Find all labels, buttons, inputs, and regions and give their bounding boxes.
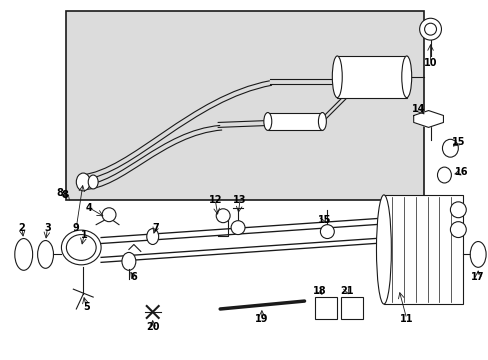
Ellipse shape bbox=[401, 56, 411, 98]
Circle shape bbox=[449, 222, 466, 238]
Circle shape bbox=[231, 221, 244, 235]
Ellipse shape bbox=[332, 56, 342, 98]
Ellipse shape bbox=[424, 23, 436, 35]
Ellipse shape bbox=[76, 173, 90, 191]
Text: 14: 14 bbox=[411, 104, 425, 113]
Ellipse shape bbox=[38, 240, 53, 268]
Text: 5: 5 bbox=[82, 302, 89, 312]
Text: 1: 1 bbox=[81, 230, 87, 239]
Text: 13: 13 bbox=[233, 195, 246, 205]
Bar bbox=[267, 113, 322, 130]
Text: 15: 15 bbox=[450, 137, 464, 147]
Ellipse shape bbox=[66, 235, 96, 260]
Text: 7: 7 bbox=[152, 222, 159, 233]
Text: 21: 21 bbox=[340, 286, 353, 296]
Ellipse shape bbox=[376, 195, 390, 304]
Text: 18: 18 bbox=[312, 286, 325, 296]
Text: 12: 12 bbox=[208, 195, 222, 205]
Text: 11: 11 bbox=[399, 314, 413, 324]
Ellipse shape bbox=[15, 239, 33, 270]
Text: 4: 4 bbox=[86, 203, 92, 213]
Bar bbox=[341, 297, 362, 319]
Bar bbox=[315, 297, 337, 319]
Text: 16: 16 bbox=[454, 167, 467, 177]
Bar bbox=[66, 11, 423, 200]
Ellipse shape bbox=[318, 113, 325, 130]
Ellipse shape bbox=[469, 242, 485, 267]
Bar bbox=[337, 56, 406, 98]
Ellipse shape bbox=[442, 139, 457, 157]
Ellipse shape bbox=[88, 175, 98, 189]
Circle shape bbox=[320, 225, 334, 239]
Ellipse shape bbox=[61, 230, 101, 265]
Text: 10: 10 bbox=[423, 58, 436, 68]
Text: 9: 9 bbox=[73, 222, 80, 233]
Polygon shape bbox=[413, 111, 443, 127]
Ellipse shape bbox=[437, 167, 450, 183]
Text: 20: 20 bbox=[145, 322, 159, 332]
Ellipse shape bbox=[264, 113, 271, 130]
Bar bbox=[383, 195, 462, 304]
Ellipse shape bbox=[419, 18, 441, 40]
Text: 19: 19 bbox=[255, 314, 268, 324]
Text: 6: 6 bbox=[130, 272, 137, 282]
Text: 3: 3 bbox=[44, 222, 51, 233]
Text: 2: 2 bbox=[19, 222, 25, 233]
Text: 17: 17 bbox=[470, 272, 484, 282]
Ellipse shape bbox=[146, 229, 158, 244]
Text: 8: 8 bbox=[56, 188, 63, 198]
Circle shape bbox=[102, 208, 116, 222]
Ellipse shape bbox=[122, 252, 136, 270]
Circle shape bbox=[449, 202, 466, 218]
Circle shape bbox=[216, 209, 230, 223]
Text: 8: 8 bbox=[61, 190, 68, 200]
Text: 15: 15 bbox=[317, 215, 330, 225]
